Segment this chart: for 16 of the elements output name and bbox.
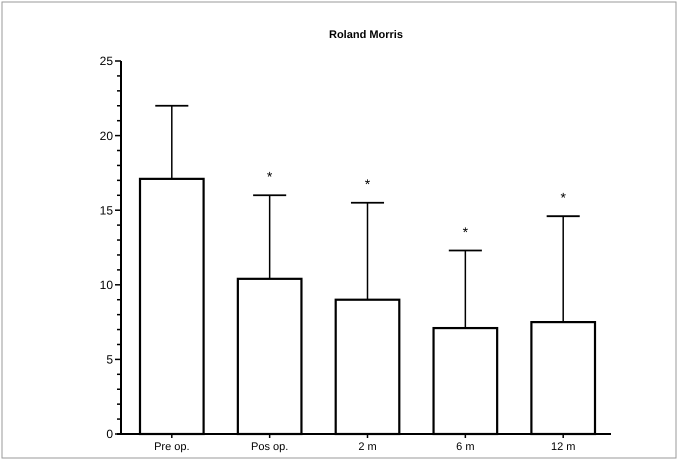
y-tick-label: 5	[106, 352, 114, 367]
x-tick-label: Pre op.	[154, 441, 190, 453]
y-tick-label: 20	[100, 128, 114, 143]
x-tick-label: 12 m	[550, 441, 576, 453]
y-tick-label: 15	[100, 203, 114, 218]
y-tick-label: 25	[100, 54, 114, 68]
annotation: *	[462, 224, 469, 240]
x-tick-label: Pos op.	[250, 441, 288, 453]
y-tick-label: 10	[100, 278, 114, 292]
x-tick-label: 2 m	[358, 441, 377, 453]
chart-title: Roland Morris	[329, 29, 403, 41]
annotation: *	[560, 190, 566, 206]
annotation: *	[266, 168, 273, 185]
x-tick-label: 6 m	[456, 441, 475, 453]
y-tick-label: 0	[106, 427, 114, 442]
annotation: *	[364, 176, 371, 192]
